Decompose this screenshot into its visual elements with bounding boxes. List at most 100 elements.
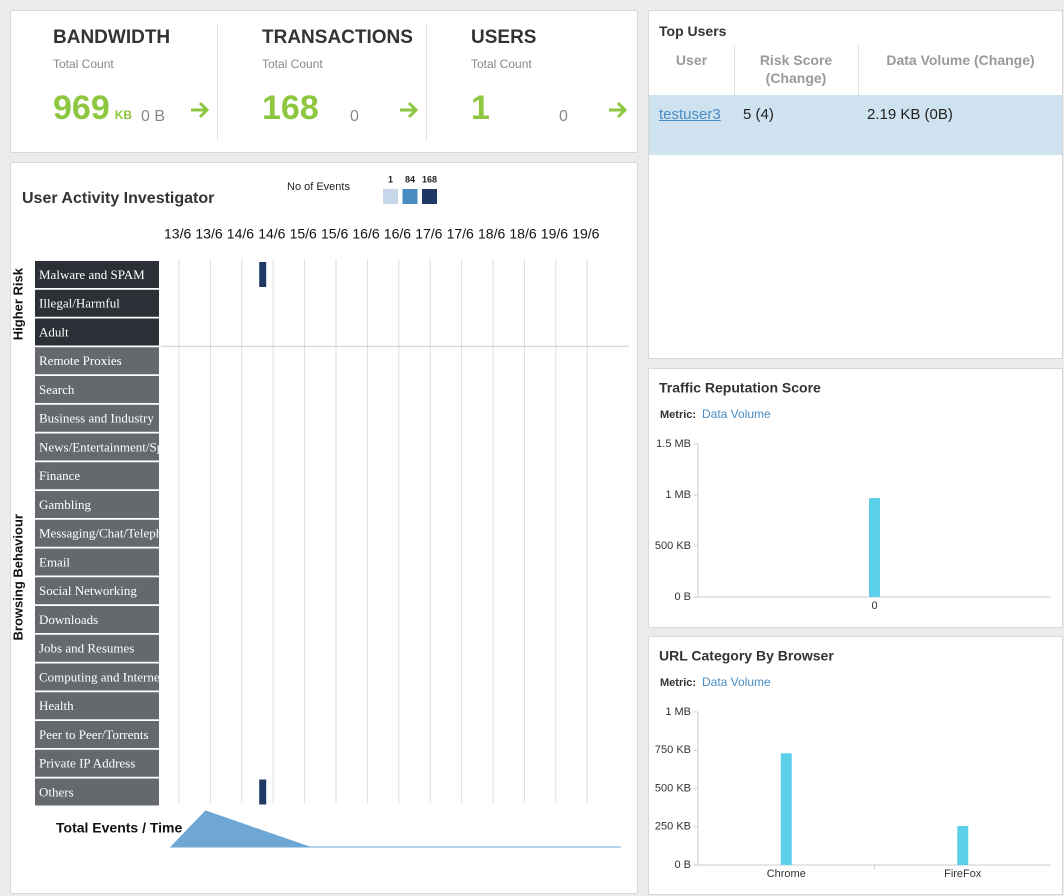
kpi-value: 168: [262, 89, 319, 127]
bar: [869, 498, 880, 597]
date-label: 19/6: [572, 226, 599, 242]
y-tick-label: 250 KB: [655, 821, 691, 833]
chart-title: User Activity Investigator: [22, 190, 214, 207]
kpi-subtitle: Total Count: [262, 57, 323, 71]
category-label: Health: [39, 698, 74, 713]
category-box: [35, 692, 159, 720]
category-box: [35, 721, 159, 748]
category-label: Finance: [39, 468, 80, 483]
category-box: [35, 519, 159, 547]
category-box: [35, 749, 159, 777]
category-box: [35, 376, 159, 403]
metric-label: Metric:: [660, 677, 696, 689]
kpi-unit: KB: [114, 108, 133, 122]
category-box: [35, 289, 159, 317]
chart-title: Traffic Reputation Score: [659, 380, 821, 396]
category-box: [35, 634, 159, 662]
kpi-value-row: 168: [262, 89, 319, 128]
bar-chart: URL Category By Browser Metric: Data Volum…: [655, 648, 1051, 880]
category-label: News/Entertainment/Sports: [39, 439, 183, 454]
legend-label: 84: [405, 174, 415, 184]
category-box: [35, 462, 159, 490]
kpi-subtitle: Total Count: [53, 57, 114, 71]
kpi-value: 1: [471, 89, 490, 127]
kpi-title: TRANSACTIONS: [262, 27, 413, 48]
legend-swatch: [402, 189, 418, 204]
category-label: Malware and SPAM: [39, 267, 145, 282]
kpi-block: BANDWIDTH Total Count 969 KB 0 B: [53, 11, 218, 152]
legend-label: 1: [388, 174, 393, 184]
legend-swatch: [422, 189, 437, 204]
date-label: 18/6: [509, 226, 536, 242]
x-tick-label: FireFox: [944, 868, 982, 880]
date-label: 15/6: [290, 226, 317, 242]
activity-panel: User Activity Investigator No of Events 1 8…: [10, 162, 638, 894]
y-tick-label: 1.5 MB: [656, 438, 691, 450]
date-label: 19/6: [541, 226, 568, 242]
y-tick-label: 500 KB: [655, 540, 691, 552]
kpi-change: 0: [559, 108, 568, 125]
category-label: Search: [39, 382, 75, 397]
arrow-shape: [191, 101, 210, 119]
column-separator: [734, 45, 735, 95]
category-box: [35, 347, 159, 375]
category-box: [35, 433, 159, 461]
arrow-shape: [609, 101, 628, 119]
date-label: 13/6: [195, 226, 222, 242]
total-label: Total Events / Time: [56, 820, 183, 836]
category-label: Email: [39, 554, 70, 569]
metric-value: Data Volume: [702, 675, 771, 689]
total-area: [169, 810, 621, 848]
category-label: Peer to Peer/Torrents: [39, 727, 149, 742]
category-label: Messaging/Chat/Telephony: [39, 526, 182, 541]
category-label: Downloads: [39, 612, 98, 627]
separator: [426, 23, 427, 141]
kpi-value-row: 969 KB: [53, 89, 132, 128]
row-bg: [649, 95, 1062, 155]
category-label: Jobs and Resumes: [39, 641, 134, 656]
metric-value: Data Volume: [702, 407, 771, 421]
kpi-title: BANDWIDTH: [53, 27, 171, 48]
date-label: 15/6: [321, 226, 348, 242]
y-tick-label: 1 MB: [665, 706, 691, 718]
category-label: Adult: [39, 324, 69, 339]
category-box: [35, 404, 159, 432]
group-label: Browsing Behaviour: [11, 514, 25, 640]
category-box: [35, 778, 159, 806]
y-tick-label: 750 KB: [655, 744, 691, 756]
date-label: 16/6: [352, 226, 379, 242]
kpi-title: USERS: [471, 27, 537, 48]
y-tick-label: 0 B: [674, 859, 691, 871]
event-cell: [259, 262, 267, 287]
category-label: Gambling: [39, 497, 91, 512]
date-label: 17/6: [447, 226, 474, 242]
user-link[interactable]: testuser3: [659, 106, 721, 123]
kpi-value-row: 1: [471, 89, 490, 128]
category-label: Others: [39, 784, 74, 799]
bar-chart: Traffic Reputation Score Metric: Data Volu…: [655, 380, 1051, 612]
category-label: Computing and Internet: [39, 669, 164, 684]
bar: [780, 753, 792, 865]
x-tick-label: Chrome: [767, 868, 806, 880]
date-label: 14/6: [227, 226, 254, 242]
event-cell: [259, 779, 267, 805]
y-tick-label: 1 MB: [665, 489, 691, 501]
bar: [957, 825, 969, 865]
arrow: [400, 101, 419, 119]
panel-title: Top Users: [659, 23, 727, 39]
column-header: Risk Score (Change): [759, 52, 833, 86]
kpi-panel: BANDWIDTH Total Count 969 KB 0 B TRANSACTIONS…: [10, 10, 638, 153]
arrow-shape: [400, 101, 419, 119]
chart-panel: Traffic Reputation Score Metric: Data Volu…: [648, 368, 1063, 628]
kpi-value: 969: [53, 89, 110, 127]
chart-title: URL Category By Browser: [659, 648, 834, 664]
category-box: [35, 663, 159, 691]
kpi-block: TRANSACTIONS Total Count 168 0: [262, 11, 427, 152]
category-box: [35, 548, 159, 576]
category-label: Remote Proxies: [39, 353, 122, 368]
column-separator: [858, 45, 859, 95]
category-box: [35, 577, 159, 605]
table-cell: 5 (4): [743, 106, 774, 123]
